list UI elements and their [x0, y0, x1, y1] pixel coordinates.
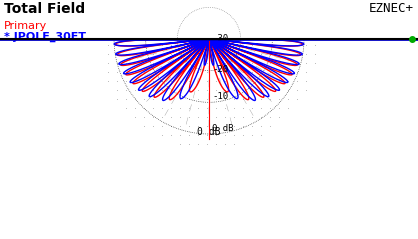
Text: 0 dB: 0 dB [197, 127, 221, 137]
Text: -30: -30 [212, 33, 228, 43]
Text: Primary: Primary [4, 21, 47, 31]
Text: * JPOLE_30FT: * JPOLE_30FT [4, 32, 86, 42]
Text: 0 dB: 0 dB [212, 124, 234, 133]
Text: EZNEC+: EZNEC+ [369, 2, 414, 15]
Text: -20: -20 [212, 65, 228, 74]
Text: -10: -10 [212, 92, 228, 101]
Text: Total Field: Total Field [4, 2, 85, 16]
